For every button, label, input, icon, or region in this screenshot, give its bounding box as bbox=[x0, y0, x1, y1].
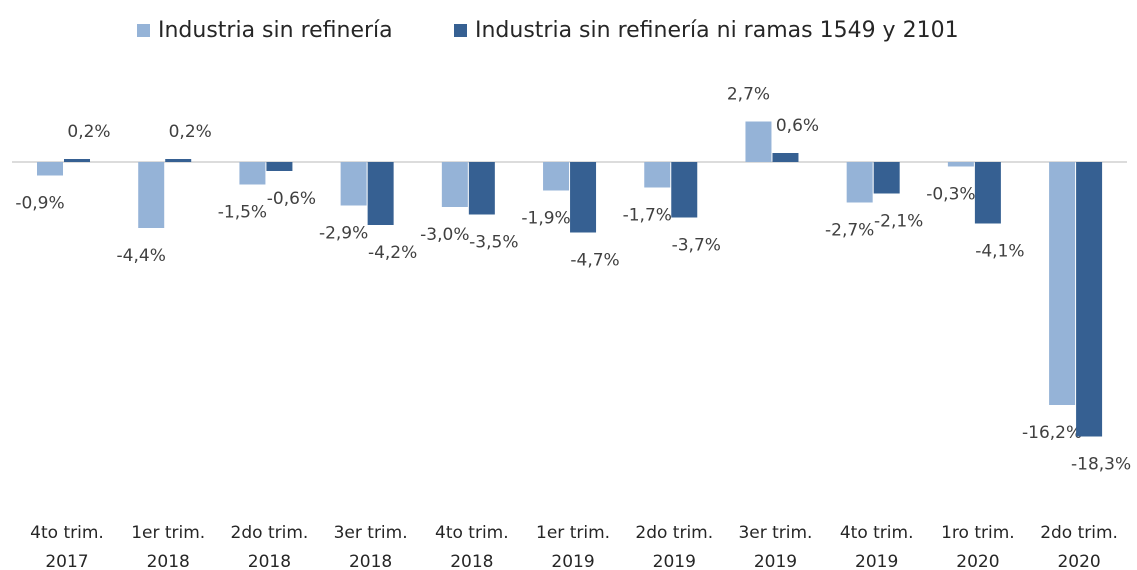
value-label: -4,4% bbox=[117, 246, 166, 266]
bar bbox=[947, 162, 974, 167]
x-tick-label: 2018 bbox=[248, 552, 291, 570]
value-label: -1,9% bbox=[521, 209, 570, 229]
bar bbox=[974, 162, 1001, 224]
value-label: -3,0% bbox=[420, 225, 469, 245]
bar bbox=[745, 121, 772, 162]
x-tick-label: 2018 bbox=[450, 552, 493, 570]
value-label: 0,2% bbox=[67, 122, 110, 142]
bar bbox=[671, 162, 698, 218]
x-tick-label: 2do trim. bbox=[231, 523, 309, 543]
value-label: 0,6% bbox=[776, 116, 819, 136]
value-label: -2,1% bbox=[874, 212, 923, 232]
value-label: -0,9% bbox=[15, 194, 64, 214]
x-tick-label: 2020 bbox=[956, 552, 999, 570]
x-tick-label: 2017 bbox=[45, 552, 88, 570]
x-tick-label: 3er trim. bbox=[738, 523, 812, 543]
value-label: -0,6% bbox=[267, 189, 316, 209]
legend-swatch bbox=[454, 24, 467, 37]
x-tick-label: 2019 bbox=[754, 552, 797, 570]
value-label: -1,7% bbox=[623, 206, 672, 226]
value-label: -4,2% bbox=[368, 243, 417, 263]
x-tick-label: 2do trim. bbox=[635, 523, 713, 543]
x-tick-label: 3er trim. bbox=[334, 523, 408, 543]
bar bbox=[873, 162, 900, 194]
bar bbox=[239, 162, 266, 185]
x-tick-label: 4to trim. bbox=[30, 523, 104, 543]
bar bbox=[441, 162, 468, 207]
bar bbox=[1076, 162, 1103, 437]
x-tick-label: 2020 bbox=[1057, 552, 1100, 570]
bar bbox=[266, 162, 293, 171]
bar bbox=[644, 162, 671, 188]
bar bbox=[468, 162, 495, 215]
x-tick-label: 2019 bbox=[653, 552, 696, 570]
x-tick-label: 2019 bbox=[551, 552, 594, 570]
value-label: -3,5% bbox=[469, 233, 518, 253]
bar bbox=[37, 162, 64, 176]
bar bbox=[846, 162, 873, 203]
bar bbox=[138, 162, 165, 228]
bar bbox=[772, 153, 799, 162]
x-tick-label: 2018 bbox=[349, 552, 392, 570]
value-label: -4,7% bbox=[570, 251, 619, 271]
x-tick-label: 1ro trim. bbox=[941, 523, 1015, 543]
value-label: -0,3% bbox=[926, 185, 975, 205]
bar bbox=[570, 162, 597, 233]
x-tick-label: 2018 bbox=[147, 552, 190, 570]
bar bbox=[64, 159, 91, 162]
x-tick-label: 4to trim. bbox=[435, 523, 509, 543]
value-label: -4,1% bbox=[975, 242, 1024, 262]
bar bbox=[543, 162, 570, 191]
value-label: -2,7% bbox=[825, 221, 874, 241]
value-label: -2,9% bbox=[319, 224, 368, 244]
bar bbox=[165, 159, 192, 162]
value-label: 2,7% bbox=[727, 85, 770, 105]
x-tick-label: 1er trim. bbox=[536, 523, 610, 543]
value-label: -16,2% bbox=[1022, 423, 1082, 443]
bar bbox=[1049, 162, 1076, 405]
x-tick-label: 4to trim. bbox=[840, 523, 914, 543]
x-tick-label: 1er trim. bbox=[131, 523, 205, 543]
value-label: 0,2% bbox=[169, 122, 212, 142]
value-label: -1,5% bbox=[218, 203, 267, 223]
legend-swatch bbox=[137, 24, 150, 37]
bar bbox=[367, 162, 394, 225]
legend-label: Industria sin refinería bbox=[158, 18, 393, 43]
x-tick-label: 2019 bbox=[855, 552, 898, 570]
value-label: -3,7% bbox=[672, 236, 721, 256]
bar bbox=[340, 162, 367, 206]
legend-label: Industria sin refinería ni ramas 1549 y … bbox=[475, 18, 959, 43]
x-tick-label: 2do trim. bbox=[1040, 523, 1118, 543]
value-label: -18,3% bbox=[1071, 455, 1131, 475]
